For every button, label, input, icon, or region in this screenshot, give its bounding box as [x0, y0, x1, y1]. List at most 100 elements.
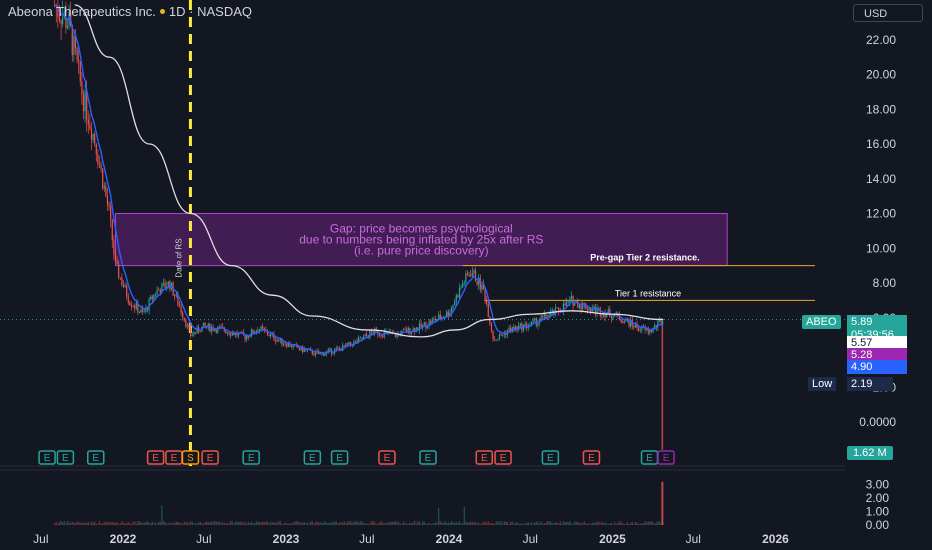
- candle-body: [177, 294, 179, 306]
- candle-body: [164, 282, 166, 288]
- candle-body: [274, 339, 277, 342]
- currency-button[interactable]: USD: [853, 4, 923, 22]
- volume-bar: [87, 521, 89, 525]
- volume-bar: [319, 522, 321, 525]
- volume-tick-label: 3.00: [866, 478, 890, 492]
- candle-body: [378, 334, 381, 336]
- volume-bar: [378, 522, 381, 525]
- volume-bar: [631, 521, 633, 525]
- candle-body: [662, 320, 664, 325]
- volume-bar: [222, 522, 224, 525]
- candle-body: [594, 306, 597, 314]
- candle-body: [231, 332, 233, 336]
- candle-body: [430, 320, 432, 324]
- volume-bar: [161, 505, 163, 525]
- volume-bar: [234, 521, 237, 525]
- volume-bar: [500, 521, 502, 525]
- candle-body: [567, 301, 569, 303]
- volume-bar: [634, 521, 637, 525]
- volume-bar: [220, 522, 222, 525]
- event-marker-label: E: [500, 453, 507, 464]
- volume-bar: [406, 523, 408, 525]
- candle-body: [100, 164, 102, 169]
- volume-bar: [622, 523, 624, 525]
- volume-bar: [567, 522, 569, 525]
- event-marker-earnings: [419, 450, 437, 465]
- volume-bar: [543, 523, 545, 525]
- event-marker-label: E: [62, 453, 69, 464]
- candle-body: [354, 340, 357, 342]
- volume-bar: [537, 521, 539, 525]
- volume-bar: [81, 523, 83, 525]
- candle-body: [580, 304, 582, 309]
- volume-bar: [569, 521, 571, 525]
- volume-bar: [111, 522, 113, 525]
- candle-body: [161, 283, 163, 294]
- volume-bar: [532, 523, 534, 525]
- candle-body: [145, 306, 147, 312]
- candle-body: [204, 322, 206, 326]
- candle-body: [530, 321, 533, 325]
- volume-bar: [303, 522, 305, 525]
- candle-body: [455, 295, 457, 302]
- volume-bar: [353, 521, 355, 525]
- volume-bar: [375, 523, 377, 525]
- candle-body: [263, 328, 265, 330]
- volume-bar: [423, 521, 425, 525]
- volume-bar: [142, 522, 144, 525]
- candle-body: [247, 335, 249, 338]
- candle-body: [106, 195, 109, 205]
- volume-bar: [633, 523, 635, 525]
- volume-bar: [402, 521, 405, 525]
- volume-bar: [145, 522, 147, 525]
- volume-bar: [458, 521, 461, 525]
- volume-bar: [564, 522, 566, 525]
- volume-bar: [201, 523, 203, 525]
- volume-bar: [548, 521, 550, 525]
- candle-body: [162, 282, 165, 284]
- candle-body: [343, 345, 345, 347]
- volume-bar: [193, 523, 195, 525]
- candle-body: [167, 281, 169, 288]
- candle-body: [537, 322, 539, 326]
- x-tick-label: 2022: [110, 532, 137, 546]
- volume-bar: [279, 521, 281, 525]
- x-tick-label: Jul: [686, 532, 701, 546]
- candle-body: [252, 329, 254, 334]
- volume-bar: [100, 523, 102, 525]
- volume-bar: [244, 521, 246, 525]
- candle-body: [622, 321, 624, 324]
- volume-bar: [263, 522, 265, 525]
- volume-bar: [479, 523, 481, 525]
- candle-body: [71, 25, 73, 55]
- volume-bar: [586, 523, 589, 525]
- volume-bar: [335, 521, 337, 525]
- volume-bar: [412, 522, 414, 525]
- volume-bar: [214, 521, 216, 525]
- candle-body: [183, 317, 185, 321]
- volume-bar: [305, 523, 307, 525]
- candle-body: [214, 329, 216, 331]
- candle-body: [364, 334, 366, 337]
- volume-bar: [535, 521, 537, 525]
- volume-bar: [508, 523, 510, 525]
- volume-bar: [68, 522, 70, 525]
- candle-body: [185, 320, 187, 327]
- volume-bar: [522, 523, 525, 525]
- event-marker-earnings: [146, 450, 165, 465]
- symbol-header: Abeona Therapeutics Inc. 1D · NASDAQ: [8, 4, 253, 19]
- symbol-title: Abeona Therapeutics Inc.: [8, 4, 156, 19]
- candle-body: [305, 349, 307, 351]
- candle-body: [420, 323, 422, 327]
- candle-body: [98, 163, 101, 165]
- volume-bar: [265, 521, 267, 525]
- candle-body: [479, 277, 481, 290]
- event-marker-earnings: [242, 450, 260, 465]
- candle-body: [618, 315, 621, 320]
- candle-body: [311, 349, 313, 355]
- candle-body: [284, 343, 286, 345]
- volume-bar: [210, 521, 213, 525]
- volume-bar: [529, 523, 531, 525]
- volume-bar: [162, 521, 165, 525]
